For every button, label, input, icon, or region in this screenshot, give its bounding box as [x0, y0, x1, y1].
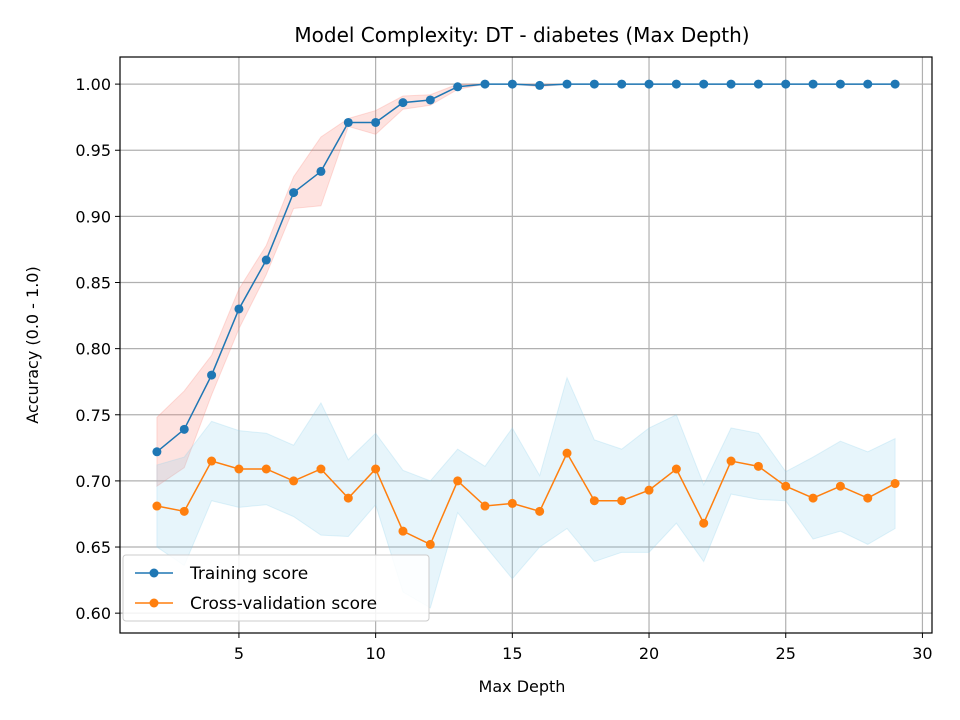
- y-axis-ticks: 0.60 0.65 0.70 0.75 0.80 0.85 0.90 0.95 1.00: [75, 75, 120, 623]
- training-point: [644, 79, 654, 89]
- training-point: [617, 79, 627, 89]
- cv-line: [156, 451, 896, 546]
- x-tick-label: 25: [776, 644, 796, 663]
- training-point: [890, 79, 900, 89]
- chart-title: Model Complexity: DT - diabetes (Max Dep…: [294, 23, 749, 47]
- cv-point: [425, 539, 435, 549]
- training-point: [808, 79, 818, 89]
- training-point: [863, 79, 873, 89]
- x-tick-label: 30: [912, 644, 932, 663]
- y-tick-label: 0.60: [75, 604, 111, 623]
- training-point: [835, 79, 845, 89]
- training-point: [781, 79, 791, 89]
- cv-point: [316, 464, 326, 474]
- training-point: [398, 98, 408, 108]
- cv-point: [480, 501, 490, 511]
- training-point: [453, 82, 463, 92]
- cv-point: [152, 501, 162, 511]
- cv-point: [535, 506, 545, 516]
- cv-point: [699, 518, 709, 528]
- legend: Training score Cross-validation score: [122, 554, 430, 622]
- y-tick-label: 1.00: [75, 75, 111, 94]
- training-point: [507, 79, 517, 89]
- legend-box: [122, 554, 430, 622]
- cv-point: [507, 498, 517, 508]
- training-point: [261, 255, 271, 265]
- training-point: [753, 79, 763, 89]
- training-point: [371, 117, 381, 127]
- training-point: [562, 79, 572, 89]
- training-point: [179, 424, 189, 434]
- training-point: [726, 79, 736, 89]
- y-tick-label: 0.65: [75, 538, 111, 557]
- cv-point: [343, 493, 353, 503]
- legend-cv-marker: [149, 598, 159, 608]
- cv-point: [726, 456, 736, 466]
- series-points: [152, 79, 900, 549]
- cv-point: [808, 493, 818, 503]
- training-point: [316, 166, 326, 176]
- x-tick-label: 15: [502, 644, 522, 663]
- cv-point: [562, 448, 572, 458]
- cv-point: [398, 526, 408, 536]
- x-tick-label: 10: [365, 644, 385, 663]
- training-point: [671, 79, 681, 89]
- training-point: [699, 79, 709, 89]
- series-lines: [156, 83, 896, 546]
- y-tick-label: 0.75: [75, 406, 111, 425]
- training-point: [289, 188, 299, 198]
- cv-point: [753, 461, 763, 471]
- cv-point: [207, 456, 217, 466]
- training-point: [234, 304, 244, 314]
- training-point: [589, 79, 599, 89]
- cv-point: [453, 476, 463, 486]
- training-point: [152, 447, 162, 457]
- legend-training-label: Training score: [189, 564, 308, 584]
- training-point: [535, 80, 545, 90]
- legend-training-marker: [149, 568, 159, 578]
- cv-point: [589, 496, 599, 506]
- cv-point: [671, 464, 681, 474]
- y-tick-label: 0.80: [75, 340, 111, 359]
- x-axis-label: Max Depth: [479, 677, 566, 696]
- training-point: [425, 95, 435, 105]
- y-tick-label: 0.70: [75, 472, 111, 491]
- cv-band: [156, 376, 896, 609]
- plot-frame: [119, 56, 933, 634]
- training-line: [156, 83, 896, 453]
- cv-point: [781, 481, 791, 491]
- training-point: [343, 117, 353, 127]
- y-tick-label: 0.95: [75, 141, 111, 160]
- y-tick-label: 0.90: [75, 207, 111, 226]
- y-tick-label: 0.85: [75, 274, 111, 293]
- y-axis-label: Accuracy (0.0 - 1.0): [23, 266, 42, 423]
- cv-point: [890, 479, 900, 489]
- cv-point: [863, 493, 873, 503]
- legend-cv-label: Cross-validation score: [190, 594, 377, 614]
- cv-point: [617, 496, 627, 506]
- x-axis-ticks: 5 10 15 20 25 30: [234, 633, 933, 663]
- cv-point: [835, 481, 845, 491]
- cv-point: [179, 506, 189, 516]
- cv-point: [644, 485, 654, 495]
- training-point: [480, 79, 490, 89]
- cv-point: [234, 464, 244, 474]
- x-tick-label: 5: [234, 644, 244, 663]
- x-tick-label: 20: [639, 644, 659, 663]
- training-point: [207, 370, 217, 380]
- cv-point: [371, 464, 381, 474]
- cv-point: [289, 476, 299, 486]
- cv-point: [261, 464, 271, 474]
